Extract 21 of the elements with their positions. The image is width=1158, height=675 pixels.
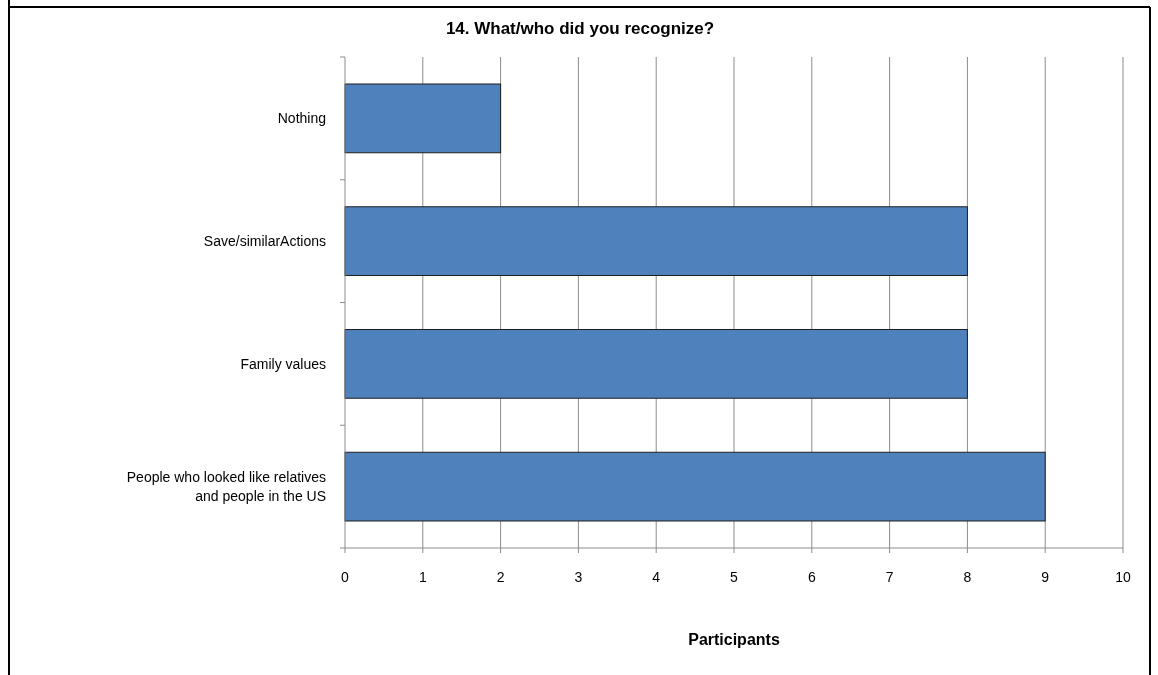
bar xyxy=(344,206,968,276)
x-tick-label: 8 xyxy=(963,569,972,585)
y-tick-label: People who looked like relatives and people in the US xyxy=(126,469,326,505)
x-tick-label: 1 xyxy=(418,569,427,585)
x-tick-label: 3 xyxy=(574,569,583,585)
x-tick-label: 0 xyxy=(341,569,350,585)
x-tick-label: 10 xyxy=(1115,569,1131,585)
bar xyxy=(344,451,1046,522)
chart-title: 14. What/who did you recognize? xyxy=(445,19,715,38)
x-tick-label: 2 xyxy=(496,569,505,585)
bar xyxy=(344,329,968,399)
y-tick-label: Family values xyxy=(240,355,326,372)
x-tick-label: 6 xyxy=(807,569,816,585)
y-tick-label: Nothing xyxy=(277,110,326,127)
x-axis-title: Participants xyxy=(688,631,780,648)
x-tick-label: 7 xyxy=(885,569,894,585)
x-tick-label: 5 xyxy=(730,569,739,585)
y-tick-label: Save/similarActions xyxy=(203,233,326,250)
x-tick-label: 4 xyxy=(652,569,661,585)
bar xyxy=(344,83,502,154)
x-tick-label: 9 xyxy=(1041,569,1050,585)
